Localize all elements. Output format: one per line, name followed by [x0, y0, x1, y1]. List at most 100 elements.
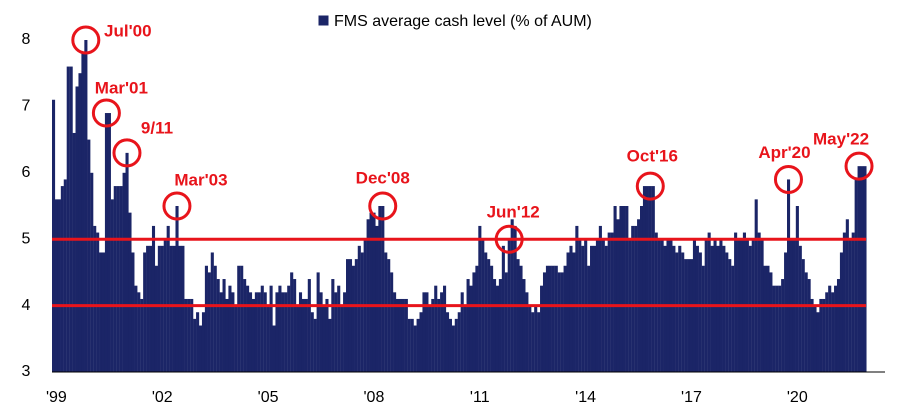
bar	[93, 225, 97, 372]
bar	[90, 172, 94, 372]
bar	[128, 212, 132, 372]
bar	[795, 206, 799, 372]
x-tick-label: '20	[787, 389, 808, 406]
bar	[172, 245, 176, 372]
bar	[293, 279, 297, 372]
bar	[284, 292, 288, 372]
bar	[613, 206, 617, 372]
bar	[63, 179, 67, 372]
bar	[569, 245, 573, 372]
bar	[542, 272, 547, 372]
bar	[654, 232, 658, 372]
bar	[425, 292, 429, 372]
bar	[260, 285, 264, 372]
bar	[107, 113, 111, 372]
bar	[722, 245, 726, 372]
bar	[437, 298, 441, 372]
bar	[419, 312, 423, 372]
bar	[778, 285, 782, 372]
bar	[572, 252, 576, 372]
bar	[393, 292, 397, 372]
bar	[316, 272, 320, 372]
bar	[157, 245, 161, 372]
bar	[863, 166, 867, 372]
bar	[440, 292, 444, 372]
bar	[369, 212, 373, 372]
bar	[193, 318, 197, 372]
bar	[451, 325, 455, 372]
bar	[734, 232, 738, 372]
bar	[384, 252, 388, 372]
x-tick-label: '08	[364, 389, 385, 406]
bar	[72, 132, 76, 372]
bar	[766, 265, 770, 372]
bar	[681, 252, 685, 372]
bar	[298, 292, 303, 372]
bar	[213, 265, 217, 372]
bar	[307, 279, 311, 372]
bar	[769, 272, 773, 372]
bar	[257, 292, 261, 372]
bar	[351, 265, 355, 372]
bar	[516, 259, 520, 372]
bar	[60, 186, 64, 372]
annotation-circle	[844, 151, 874, 181]
bar	[845, 219, 849, 372]
bar	[210, 252, 214, 372]
bar	[304, 298, 308, 372]
bar	[707, 232, 711, 372]
bar	[557, 272, 561, 372]
annotation-circle	[71, 25, 101, 55]
x-tick-label: '17	[681, 389, 702, 406]
bar	[775, 285, 779, 372]
bar	[581, 245, 585, 372]
bar	[454, 318, 458, 372]
bar	[431, 298, 435, 372]
bar	[337, 285, 341, 372]
bar	[66, 66, 70, 372]
bar	[201, 312, 206, 372]
annotation-label: May'22	[813, 130, 869, 149]
bar	[828, 285, 832, 372]
bar	[237, 265, 241, 372]
bar	[296, 305, 300, 372]
bar	[248, 292, 253, 372]
annotation-label: Oct'16	[627, 147, 678, 166]
bar	[81, 53, 85, 372]
bar	[731, 265, 735, 372]
bar	[313, 318, 317, 372]
bar	[137, 292, 141, 372]
bar	[607, 232, 611, 372]
bar	[375, 225, 379, 372]
bar	[836, 279, 841, 372]
bar	[154, 265, 158, 372]
bar	[522, 279, 526, 372]
bar	[125, 152, 129, 372]
bar	[278, 285, 282, 372]
bar	[99, 252, 103, 372]
bar	[395, 298, 400, 372]
bar	[348, 259, 353, 372]
bar	[545, 265, 550, 372]
bar	[390, 272, 394, 372]
bar	[131, 252, 135, 372]
bar	[801, 259, 805, 372]
x-tick-label: '99	[46, 389, 67, 406]
legend-label: FMS average cash level (% of AUM)	[334, 13, 592, 30]
bar	[325, 298, 329, 372]
bar	[498, 279, 502, 372]
bar	[104, 113, 109, 372]
bar	[281, 292, 285, 372]
bar	[234, 305, 238, 372]
x-tick-label: '05	[258, 389, 279, 406]
bar	[592, 245, 597, 372]
bar	[504, 272, 508, 372]
bar	[240, 265, 244, 372]
bar	[434, 285, 438, 372]
bar	[687, 259, 691, 372]
annotation-label: 9/11	[141, 118, 173, 137]
x-tick-label: '02	[152, 389, 173, 406]
bar	[472, 272, 476, 372]
bar	[551, 265, 555, 372]
